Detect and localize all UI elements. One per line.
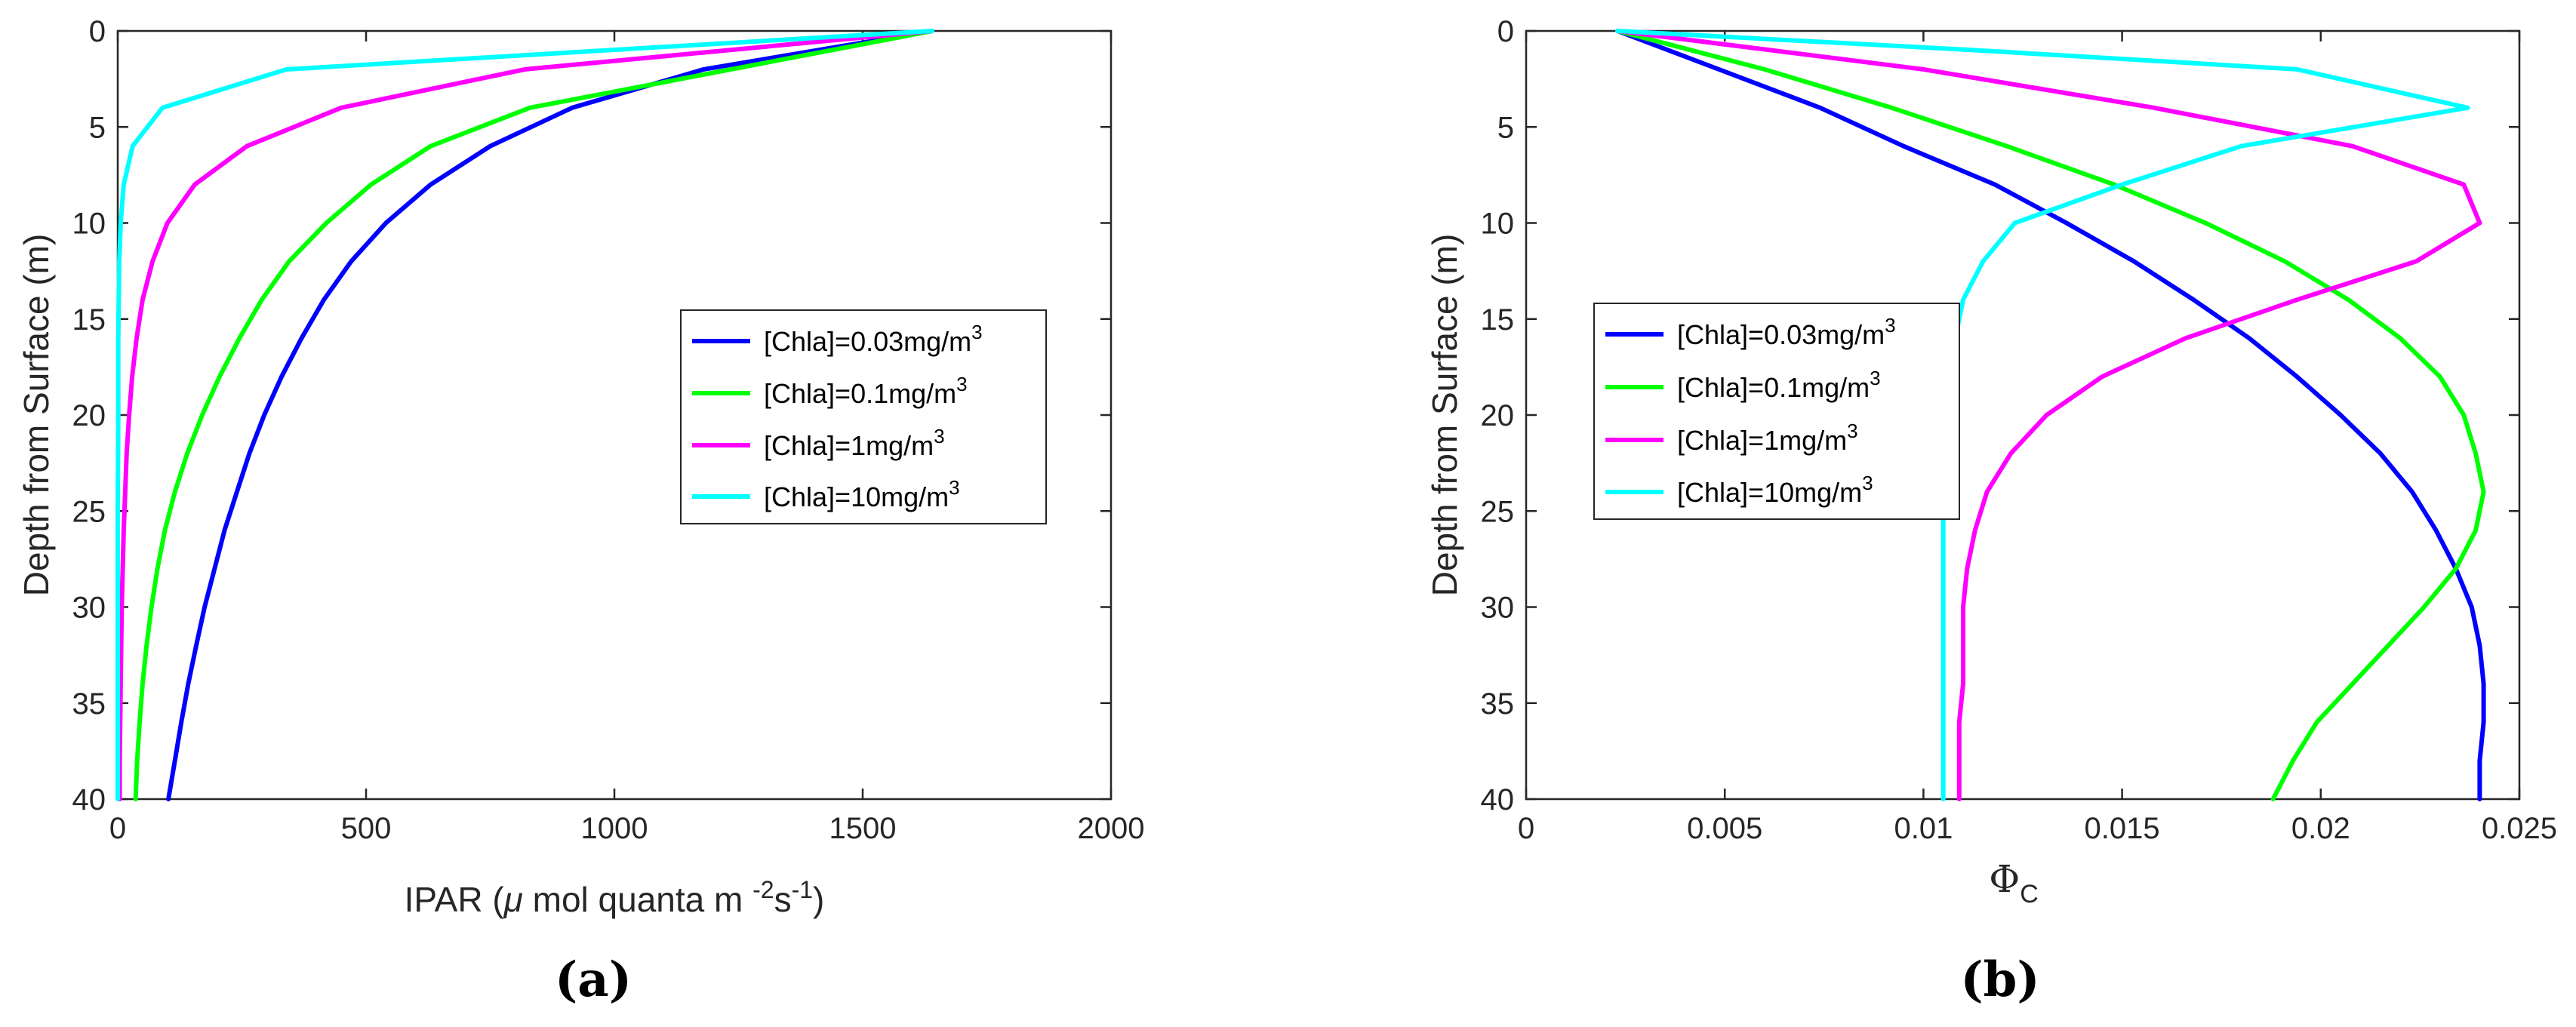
chart-a-legend-label-2: [Chla]=1mg/m3 [764, 425, 945, 461]
chart-b-ytick-label: 35 [1481, 687, 1515, 721]
chart-a: 0 500 1000 1500 2000 0 5 10 15 20 25 30 35 40 [Chla]=… [17, 15, 1144, 1008]
panel-b-label: (b) [1960, 952, 2039, 1008]
chart-b-xtick-label: 0.02 [2291, 812, 2350, 845]
chart-a-xtick-label: 1500 [829, 812, 897, 845]
chart-b-legend-label-0: [Chla]=0.03mg/m3 [1677, 314, 1896, 350]
chart-a-legend: [Chla]=0.03mg/m3 [Chla]=0.1mg/m3 [Chla]=… [680, 309, 1047, 524]
chart-b-series-line-2 [1615, 29, 2482, 801]
chart-a-legend-box [680, 309, 1047, 524]
chart-a-legend-label-1: [Chla]=0.1mg/m3 [764, 373, 968, 409]
chart-a-xtick-label: 0 [109, 812, 126, 845]
chart-a-ylabel: Depth from Surface (m) [17, 234, 56, 597]
chart-a-xtick-label: 500 [341, 812, 392, 845]
chart-b-series-line-1 [1615, 29, 2486, 801]
chart-b-legend-label-3: [Chla]=10mg/m3 [1677, 472, 1873, 508]
chart-b-xtick-label: 0.025 [2482, 812, 2557, 845]
chart-a-legend-label-3: [Chla]=10mg/m3 [764, 476, 960, 512]
chart-b-xtick-label: 0.015 [2085, 812, 2160, 845]
chart-a-ytick-label: 25 [72, 495, 106, 528]
chart-a-ytick-label: 10 [72, 208, 106, 241]
chart-a-series-line-2 [117, 29, 935, 801]
chart-b-ytick-label: 10 [1481, 208, 1515, 241]
chart-b-legend-label-2: [Chla]=1mg/m3 [1677, 420, 1858, 456]
chart-a-ytick-label: 35 [72, 687, 106, 721]
chart-b-xtick-label: 0 [1518, 812, 1534, 845]
chart-b-ytick-label: 40 [1481, 783, 1515, 816]
chart-a-xtick-label: 1000 [581, 812, 648, 845]
chart-b-xtick-label: 0.005 [1687, 812, 1762, 845]
chart-a-ytick-label: 5 [89, 111, 106, 144]
chart-a-series-line-0 [166, 29, 935, 801]
chart-b-ytick-label: 15 [1481, 303, 1515, 337]
chart-b-xtick-label: 0.01 [1894, 812, 1953, 845]
chart-a-series-line-1 [133, 29, 935, 801]
chart-a-ytick-label: 30 [72, 592, 106, 625]
chart-a-series-line-3 [115, 29, 935, 801]
chart-a-ytick-label: 40 [72, 783, 106, 816]
chart-b-ylabel: Depth from Surface (m) [1425, 234, 1464, 597]
chart-b-legend-label-1: [Chla]=0.1mg/m3 [1677, 367, 1881, 403]
chart-b-ytick-label: 20 [1481, 399, 1515, 432]
chart-b-ytick-label: 5 [1497, 111, 1514, 144]
chart-b-xlabel: ΦC [1989, 857, 2039, 909]
chart-b-legend: [Chla]=0.03mg/m3 [Chla]=0.1mg/m3 [Chla]=… [1593, 303, 1960, 520]
chart-a-xlabel: IPAR (μ mol quanta m -2s-1) [405, 876, 825, 919]
chart-b: 0 0.005 0.01 0.015 0.02 0.025 0 5 10 15 20 25 30 35 40… [1425, 15, 2557, 1008]
chart-b-series-line-3 [1615, 29, 2470, 801]
chart-a-ytick-label: 0 [89, 15, 106, 48]
chart-b-ytick-label: 30 [1481, 592, 1515, 625]
chart-a-ytick-label: 15 [72, 303, 106, 337]
chart-a-ytick-label: 20 [72, 399, 106, 432]
chart-b-ytick-label: 0 [1497, 15, 1514, 48]
chart-a-legend-label-0: [Chla]=0.03mg/m3 [764, 321, 983, 357]
chart-b-ytick-label: 25 [1481, 495, 1515, 528]
chart-b-series-line-0 [1615, 29, 2486, 801]
chart-b-legend-box [1593, 303, 1960, 520]
chart-a-xtick-label: 2000 [1078, 812, 1145, 845]
panel-a-label: (a) [555, 952, 632, 1008]
